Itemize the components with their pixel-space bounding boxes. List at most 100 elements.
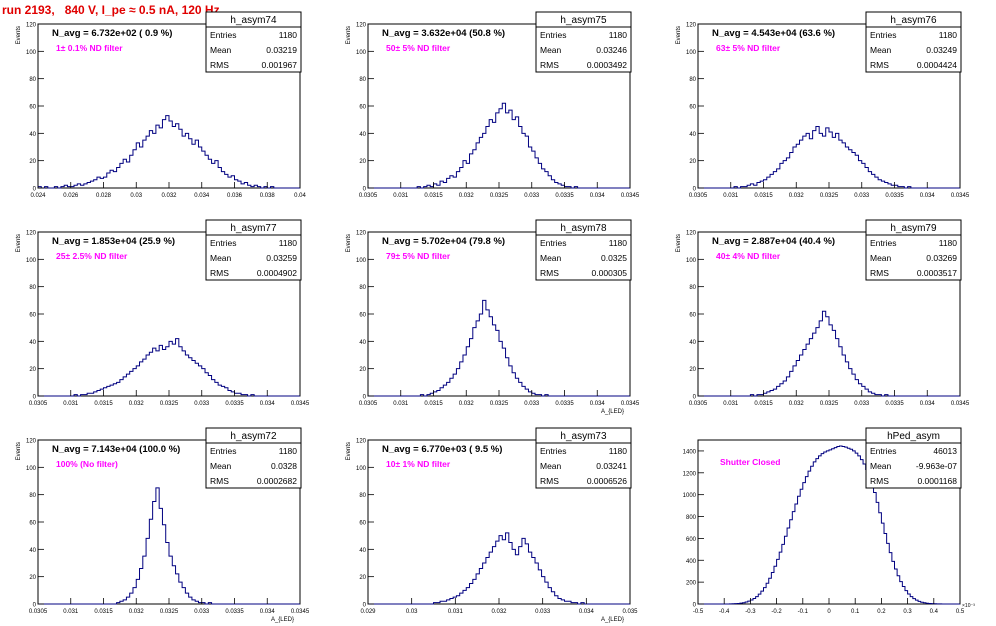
y-tick-label: 20 <box>29 575 36 581</box>
x-tick-label: 0.3 <box>903 609 912 615</box>
x-tick-label: 0.033 <box>194 401 210 407</box>
stats-value-entries: 1180 <box>939 238 958 248</box>
x-tick-label: 0.032 <box>459 401 475 407</box>
x-tick-label: 0.0345 <box>621 401 640 407</box>
x-tick-label: 0.033 <box>524 401 540 407</box>
x-tick-label: 0.4 <box>930 609 939 615</box>
x-tick-label: 0.1 <box>851 609 860 615</box>
x-tick-label: 0.0305 <box>689 193 708 199</box>
x-tick-label: 0.0315 <box>754 401 773 407</box>
stats-key-rms: RMS <box>870 268 889 278</box>
stats-key-rms: RMS <box>870 476 889 486</box>
stats-value-rms: 0.001967 <box>262 60 298 70</box>
stats-value-rms: 0.0004902 <box>257 268 297 278</box>
filter-label: 25± 2.5% ND filter <box>56 251 128 261</box>
x-tick-label: 0.032 <box>789 193 805 199</box>
y-axis-label: Events <box>346 234 352 252</box>
x-tick-label: 0.032 <box>459 193 475 199</box>
stats-value-mean: 0.03241 <box>596 461 627 471</box>
y-tick-label: 20 <box>689 159 696 165</box>
x-tick-label: 0.034 <box>920 193 936 199</box>
x-tick-label: 0.033 <box>535 609 551 615</box>
x-tick-label: 0.034 <box>260 609 276 615</box>
histogram-pad-h_asym72: 0 20 40 60 80 100 120 0.0305 0.031 0.0315 0.032 0.0… <box>16 427 310 623</box>
x-tick-label: 0.031 <box>723 401 739 407</box>
x-tick-label: 0.033 <box>854 193 870 199</box>
y-axis-label: Events <box>346 442 352 460</box>
stats-value-entries: 46013 <box>933 446 957 456</box>
y-axis-label: Events <box>676 234 682 252</box>
x-tick-label: 0.033 <box>524 193 540 199</box>
x-tick-label: 0.0335 <box>885 193 904 199</box>
x-tick-label: -0.4 <box>719 609 730 615</box>
stats-key-mean: Mean <box>210 461 232 471</box>
x-axis-label: A_{LED} <box>271 617 294 623</box>
x-axis-label: A_{LED} <box>601 409 624 415</box>
stats-title: h_asym73 <box>560 431 607 442</box>
x-tick-label: 0.0305 <box>29 609 48 615</box>
y-tick-label: 200 <box>686 581 697 587</box>
x-tick-label: 0.031 <box>393 193 409 199</box>
y-tick-label: 80 <box>689 285 696 291</box>
y-tick-label: 40 <box>689 340 696 346</box>
stats-key-entries: Entries <box>540 446 566 456</box>
stats-key-mean: Mean <box>540 253 562 263</box>
x-tick-label: -0.5 <box>693 609 704 615</box>
y-tick-label: 120 <box>356 23 367 29</box>
filter-label: 50± 5% ND filter <box>386 43 451 53</box>
histogram-pad-h_asym75: 0 20 40 60 80 100 120 0.0305 0.031 0.0315 0.032 0.0… <box>346 11 640 199</box>
stats-box <box>535 11 632 73</box>
stats-title: h_asym79 <box>890 223 937 234</box>
x-tick-label: -0.1 <box>798 609 809 615</box>
x-tick-label: 0.031 <box>63 609 79 615</box>
y-axis-label: Events <box>346 26 352 44</box>
x-tick-label: 0.0345 <box>951 193 970 199</box>
stats-box <box>205 219 302 281</box>
y-tick-label: 120 <box>26 23 37 29</box>
n-avg-label: N_avg = 4.543e+04 (63.6 %) <box>712 28 835 39</box>
x-tick-label: 0.031 <box>63 401 79 407</box>
y-tick-label: 60 <box>29 105 36 111</box>
y-axis-label: Events <box>16 442 22 460</box>
stats-title: h_asym74 <box>230 15 277 26</box>
x-tick-label: 0.0305 <box>29 401 48 407</box>
x-tick-label: 0.028 <box>96 193 112 199</box>
stats-key-mean: Mean <box>210 45 232 55</box>
y-tick-label: 20 <box>359 367 366 373</box>
stats-value-rms: 0.0006526 <box>587 476 627 486</box>
y-tick-label: 60 <box>359 521 366 527</box>
histogram-line <box>368 532 630 605</box>
stats-value-entries: 1180 <box>939 30 958 40</box>
stats-value-mean: 0.03249 <box>926 45 957 55</box>
x-tick-label: 0.0315 <box>754 193 773 199</box>
y-tick-label: 40 <box>29 340 36 346</box>
x-tick-label: 0.0315 <box>424 193 443 199</box>
n-avg-label: N_avg = 7.143e+04 (100.0 %) <box>52 444 180 455</box>
x-tick-label: 0 <box>827 609 831 615</box>
stats-key-entries: Entries <box>870 30 896 40</box>
y-tick-label: 100 <box>686 50 697 56</box>
stats-key-mean: Mean <box>870 253 892 263</box>
stats-box <box>865 11 962 73</box>
stats-value-mean: 0.0328 <box>271 461 297 471</box>
y-tick-label: 80 <box>29 493 36 499</box>
x-tick-label: 0.032 <box>789 401 805 407</box>
y-tick-label: 0 <box>693 603 697 609</box>
stats-key-rms: RMS <box>210 268 229 278</box>
stats-value-entries: 1180 <box>279 30 298 40</box>
y-tick-label: 0 <box>693 187 697 193</box>
x-tick-label: 0.026 <box>63 193 79 199</box>
x-tick-label: 0.2 <box>877 609 886 615</box>
stats-title: h_asym76 <box>890 15 937 26</box>
stats-key-entries: Entries <box>540 238 566 248</box>
histogram-pad-h_asym79: 0 20 40 60 80 100 120 0.0305 0.031 0.0315 0.032 0.0… <box>676 219 970 407</box>
y-tick-label: 40 <box>359 132 366 138</box>
y-tick-label: 120 <box>26 439 37 445</box>
x-tick-label: 0.0325 <box>490 193 509 199</box>
x-tick-label: 0.0335 <box>555 193 574 199</box>
x-tick-label: 0.0315 <box>94 609 113 615</box>
y-tick-label: 100 <box>26 466 37 472</box>
stats-value-mean: 0.03246 <box>596 45 627 55</box>
x-tick-label: 0.04 <box>294 193 306 199</box>
filter-label: 100% (No filter) <box>56 459 118 469</box>
